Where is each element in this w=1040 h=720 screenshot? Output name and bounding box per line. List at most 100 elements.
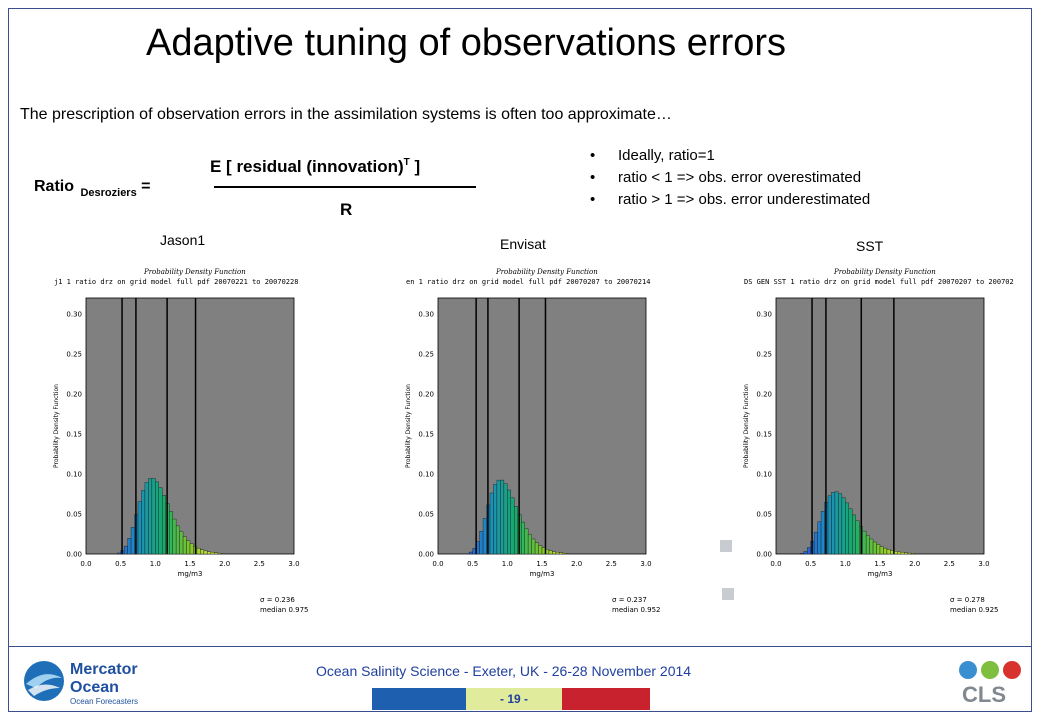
histogram-bar [510,497,515,555]
histogram-bar [910,553,915,555]
chart-label-envisat: Envisat [500,236,546,252]
histogram-bar [179,531,184,555]
median-label: median 0.952 [612,606,661,614]
histogram-bar [841,497,846,555]
y-tick-label: 0.20 [418,391,434,399]
histogram-bar [158,487,163,555]
histogram-bar [493,484,498,555]
histogram-bar [555,552,560,555]
histogram-bar [897,551,901,555]
formula-ratio-label: Ratio Desroziers = [34,178,151,199]
sigma-label: σ = 0.278 [950,596,985,604]
histogram-bar [848,508,853,555]
formula-fraction-bar [214,186,476,188]
decorative-square [722,588,734,600]
bullet-text: Ideally, ratio=1 [618,147,715,164]
histogram-bar [531,538,536,555]
y-tick-label: 0.00 [66,551,82,559]
formula-numerator: E [ residual (innovation)T ] [210,157,420,177]
slide-title: Adaptive tuning of observations errors [146,22,787,64]
histogram-bar [137,501,142,555]
x-tick-label: 3.0 [978,560,989,568]
histogram-bar [904,552,908,555]
formula-ratio-sub: Desroziers [80,187,137,199]
chart-label-sst: SST [856,238,884,254]
x-tick-label: 2.0 [909,560,920,568]
histogram-bar [806,547,811,555]
x-axis-label: mg/m3 [178,570,203,578]
chart-header: Probability Density Function [143,268,246,276]
histogram-bar [876,544,881,555]
histogram-bar [468,551,473,555]
chart-caption: DS GEN SST 1 ratio drz on grid model ful… [744,278,1014,286]
slide-subtitle: The prescription of observation errors i… [20,106,672,123]
pdf-chart-jason1: Probability Density Function j1 1 ratio d… [48,268,324,616]
histogram-bar [496,479,501,555]
bullet-item: • ratio < 1 => obs. error overestimated [590,167,870,189]
histogram-bar [144,482,149,555]
histogram-bar [175,525,180,555]
x-tick-label: 0.0 [80,560,91,568]
y-axis-label: Probability Density Function [743,384,750,468]
histogram-bar [883,547,888,555]
sigma-label: σ = 0.236 [260,596,295,604]
histogram-bar [538,545,543,555]
bullet-text: ratio > 1 => obs. error underestimated [618,191,871,208]
histogram-bar [186,540,191,555]
histogram-bar [813,531,818,555]
pdf-chart-svg: Probability Density Function j1 1 ratio d… [53,268,309,614]
histogram-bar [148,478,153,555]
histogram-bar [123,545,128,555]
histogram-bar [520,521,525,555]
x-tick-label: 1.5 [536,560,547,568]
bullet-item: • Ideally, ratio=1 [590,145,870,167]
formula-numerator-main: E [ residual (innovation) [210,157,404,176]
formula-denominator: R [340,200,353,219]
y-tick-label: 0.20 [66,391,82,399]
pdf-chart-svg: Probability Density Function en 1 ratio d… [405,268,661,614]
y-tick-label: 0.25 [418,351,434,359]
x-tick-label: 1.5 [184,560,195,568]
slide-frame [8,8,1032,712]
x-tick-label: 3.0 [288,560,299,568]
y-tick-label: 0.05 [756,511,772,519]
pdf-chart-envisat: Probability Density Function en 1 ratio d… [400,268,676,616]
y-tick-label: 0.05 [66,511,82,519]
y-tick-label: 0.30 [66,311,82,319]
x-tick-label: 1.0 [502,560,513,568]
formula-numerator-close: ] [409,157,421,176]
histogram-bar [168,511,173,555]
histogram-bar [817,521,822,555]
histogram-bar [182,536,187,555]
logo-tagline: Ocean Forecasters [70,697,138,706]
histogram-bar [162,495,166,555]
bullet-item: • ratio > 1 => obs. error underestimated [590,189,870,211]
histogram-bar [886,549,891,555]
bullet-text: ratio < 1 => obs. error overestimated [618,169,862,186]
histogram-bar [130,527,135,555]
histogram-bar [524,528,529,555]
pdf-chart-sst: Probability Density Function DS GEN SST 1… [738,268,1014,616]
histogram-bar [482,518,487,555]
histogram-bar [855,520,860,555]
histogram-bar [127,538,132,555]
histogram-bar [552,551,557,555]
x-tick-label: 2.0 [219,560,230,568]
y-tick-label: 0.10 [756,471,772,479]
plot-area [775,297,985,555]
chart-caption: j1 1 ratio drz on grid model full pdf 20… [54,278,298,286]
median-label: median 0.975 [260,606,309,614]
page-number: - 19 - [466,688,562,710]
x-tick-label: 2.0 [571,560,582,568]
y-tick-label: 0.00 [756,551,772,559]
bullet-dot: • [590,169,596,186]
histogram-bar [862,530,867,555]
bullet-list: • Ideally, ratio=1 • ratio < 1 => obs. err… [590,145,870,211]
x-axis-label: mg/m3 [530,570,555,578]
histogram-bar [820,511,825,555]
logo-cls-word: CLS [962,682,1006,707]
histogram-bar [527,534,532,555]
y-tick-label: 0.00 [418,551,434,559]
x-tick-label: 0.5 [115,560,126,568]
logo-ocean-word: Ocean [70,679,119,696]
